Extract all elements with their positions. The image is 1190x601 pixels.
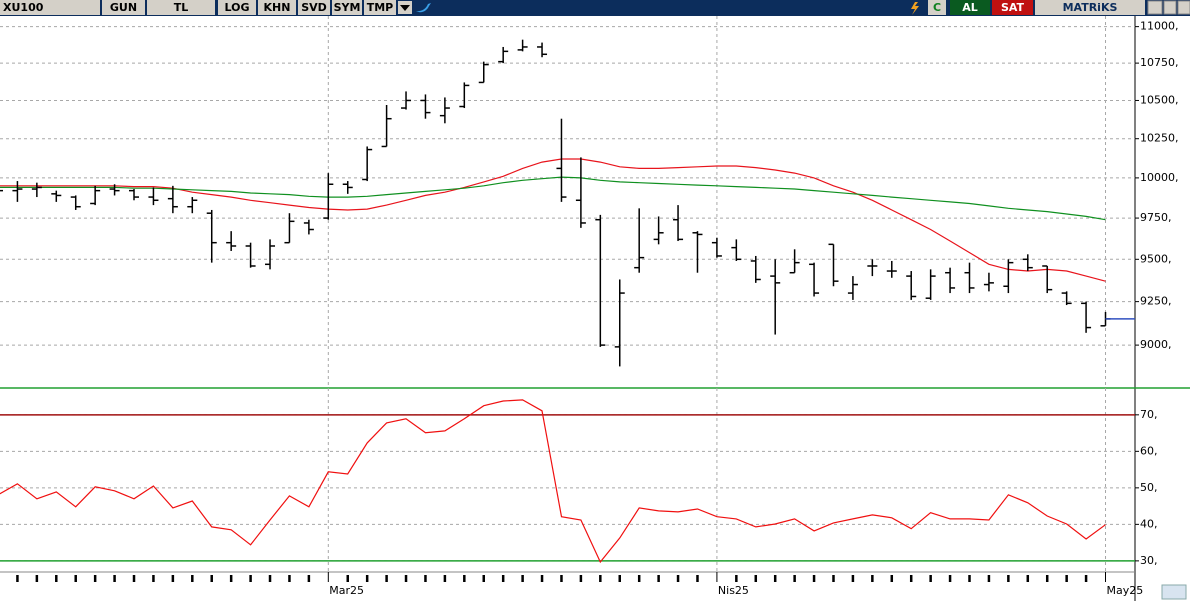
y-tick-label: 30, [1140,554,1158,567]
toolbar-button-label: C [933,1,941,14]
toolbar-button[interactable] [364,0,396,15]
y-tick-label: 10000, [1140,171,1179,184]
toolbar-button[interactable] [332,0,362,15]
toolbar-button-label: TL [174,1,189,14]
toolbar-button[interactable] [950,0,990,15]
toolbar-button[interactable] [147,0,215,15]
toolbar-button[interactable] [992,0,1033,15]
toolbar-button[interactable] [928,0,946,15]
toolbar-button-label: SYM [334,1,361,14]
moving-average [0,158,1106,282]
y-tick-label: 60, [1140,444,1158,457]
symbol: XU100 [3,1,44,14]
y-tick-label: 40, [1140,517,1158,530]
toolbar-button[interactable] [258,0,296,15]
y-tick-label: 50, [1140,481,1158,494]
y-tick-label: 70, [1140,408,1158,421]
toolbar [0,0,1190,16]
toolbar-button-label: SVD [301,1,327,14]
y-tick-label: 11000, [1140,20,1179,33]
lightning-icon[interactable] [911,2,919,15]
toolbar-button-label: LOG [225,1,250,14]
rsi-line [0,399,1106,564]
toolbar-button[interactable] [102,0,145,15]
x-tick-label: Nis25 [718,584,749,597]
y-tick-label: 9250, [1140,295,1172,308]
window-btn[interactable] [1177,0,1190,15]
x-tick-label: May25 [1107,584,1144,597]
toolbar-button[interactable] [218,0,256,15]
y-tick-label: 9500, [1140,252,1172,265]
y-tick-label: 10750, [1140,56,1179,69]
refresh-button[interactable] [1161,584,1187,600]
y-tick-label: 9000, [1140,338,1172,351]
y-tick-label: 10250, [1140,132,1179,145]
toolbar-button-label: GUN [110,1,137,14]
toolbar-button-label: KHN [264,1,291,14]
toolbar-button-label: TMP [367,1,394,14]
toolbar-button-label: MATRiKS [1063,1,1118,14]
dropdown-arrow [400,5,410,11]
moving-average [0,176,1106,221]
toolbar-button[interactable] [298,0,330,15]
y-tick-label: 10500, [1140,93,1179,106]
toolbar-button[interactable] [1035,0,1145,15]
y-tick-label: 9750, [1140,211,1172,224]
toolbar-button-label: AL [962,1,978,14]
twitter-icon[interactable] [416,3,431,13]
symbol-box[interactable] [0,0,100,15]
toolbar-button-label: SAT [1001,1,1025,14]
window-btn[interactable] [1147,0,1163,15]
x-tick-label: Mar25 [329,584,364,597]
window-btn[interactable] [1163,0,1177,15]
